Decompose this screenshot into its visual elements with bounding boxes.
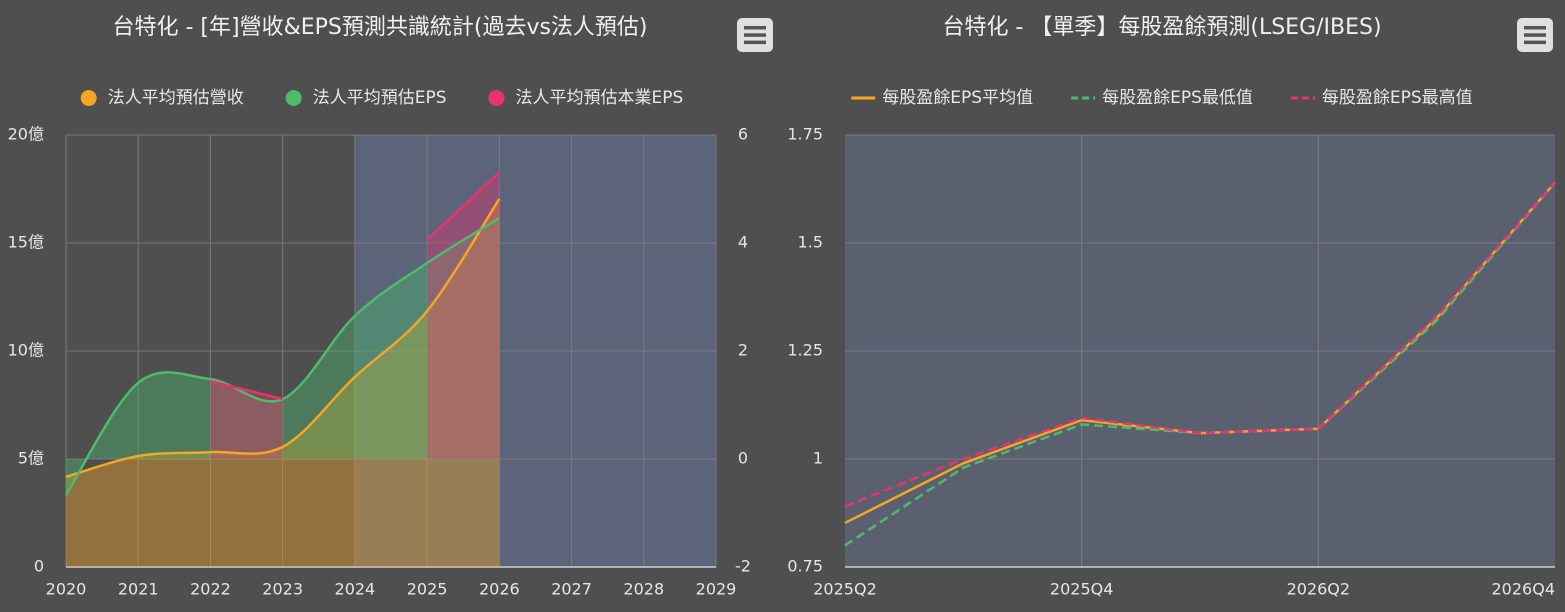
x-tick-label: 2023 bbox=[262, 580, 303, 599]
menu-bar bbox=[1524, 33, 1546, 37]
x-tick-label: 2028 bbox=[623, 580, 664, 599]
series-line bbox=[844, 181, 1556, 508]
series-area bbox=[66, 198, 500, 567]
chart-title: 台特化 - [年]營收&EPS預測共識統計(過去vs法人預估) bbox=[112, 15, 647, 40]
menu-bar bbox=[744, 33, 766, 37]
y2-tick-label: 0 bbox=[738, 449, 748, 468]
legend-label: 每股盈餘EPS最高值 bbox=[1322, 88, 1473, 108]
y-tick-label: 1.25 bbox=[787, 341, 823, 360]
y-tick-label: 0 bbox=[34, 557, 44, 576]
legend-label: 每股盈餘EPS平均值 bbox=[882, 88, 1033, 108]
series-area bbox=[427, 172, 500, 459]
x-tick-label: 2026Q4 bbox=[1492, 580, 1556, 599]
y2-tick-label: 2 bbox=[738, 341, 748, 360]
menu-button[interactable] bbox=[1517, 18, 1553, 52]
legend-symbol bbox=[285, 90, 302, 106]
x-tick-label: 2026 bbox=[479, 580, 520, 599]
x-tick-label: 2020 bbox=[46, 580, 87, 599]
legend-symbol bbox=[80, 90, 97, 106]
menu-button[interactable] bbox=[737, 18, 773, 52]
legend-label: 法人平均預估營收 bbox=[108, 88, 244, 108]
x-tick-label: 2026Q2 bbox=[1287, 580, 1351, 599]
x-tick-label: 2025Q4 bbox=[1050, 580, 1114, 599]
x-tick-label: 2025 bbox=[407, 580, 448, 599]
x-tick-label: 2027 bbox=[551, 580, 592, 599]
x-tick-label: 2029 bbox=[696, 580, 737, 599]
x-tick-label: 2022 bbox=[190, 580, 231, 599]
legend-label: 法人平均預估EPS bbox=[313, 88, 447, 108]
legend-label: 每股盈餘EPS最低值 bbox=[1102, 88, 1253, 108]
x-tick-label: 2021 bbox=[118, 580, 159, 599]
y-tick-label: 5億 bbox=[18, 449, 44, 468]
y2-tick-label: 6 bbox=[738, 125, 748, 144]
x-tick-label: 2024 bbox=[335, 580, 376, 599]
legend-label: 法人平均預估本業EPS bbox=[516, 88, 684, 108]
menu-bar bbox=[744, 40, 766, 45]
y-tick-label: 1 bbox=[813, 449, 823, 468]
series-line bbox=[426, 171, 501, 241]
y2-tick-label: 4 bbox=[738, 233, 748, 252]
x-tick-label: 2025Q2 bbox=[813, 580, 877, 599]
y-tick-label: 1.5 bbox=[798, 233, 823, 252]
series-line bbox=[65, 198, 501, 479]
y-tick-label: 20億 bbox=[8, 125, 44, 144]
y-tick-label: 15億 bbox=[8, 233, 44, 252]
y-tick-label: 1.75 bbox=[787, 125, 823, 144]
menu-bar bbox=[1524, 26, 1546, 30]
y-tick-label: 10億 bbox=[8, 341, 44, 360]
series-line bbox=[210, 380, 283, 401]
menu-bar bbox=[1524, 40, 1546, 45]
menu-bar bbox=[744, 26, 766, 30]
y-tick-label: 0.75 bbox=[787, 557, 823, 576]
chart-title: 台特化 - 【單季】每股盈餘預測(LSEG/IBES) bbox=[942, 15, 1381, 40]
legend-symbol bbox=[488, 90, 505, 106]
y2-tick-label: -2 bbox=[735, 557, 751, 576]
